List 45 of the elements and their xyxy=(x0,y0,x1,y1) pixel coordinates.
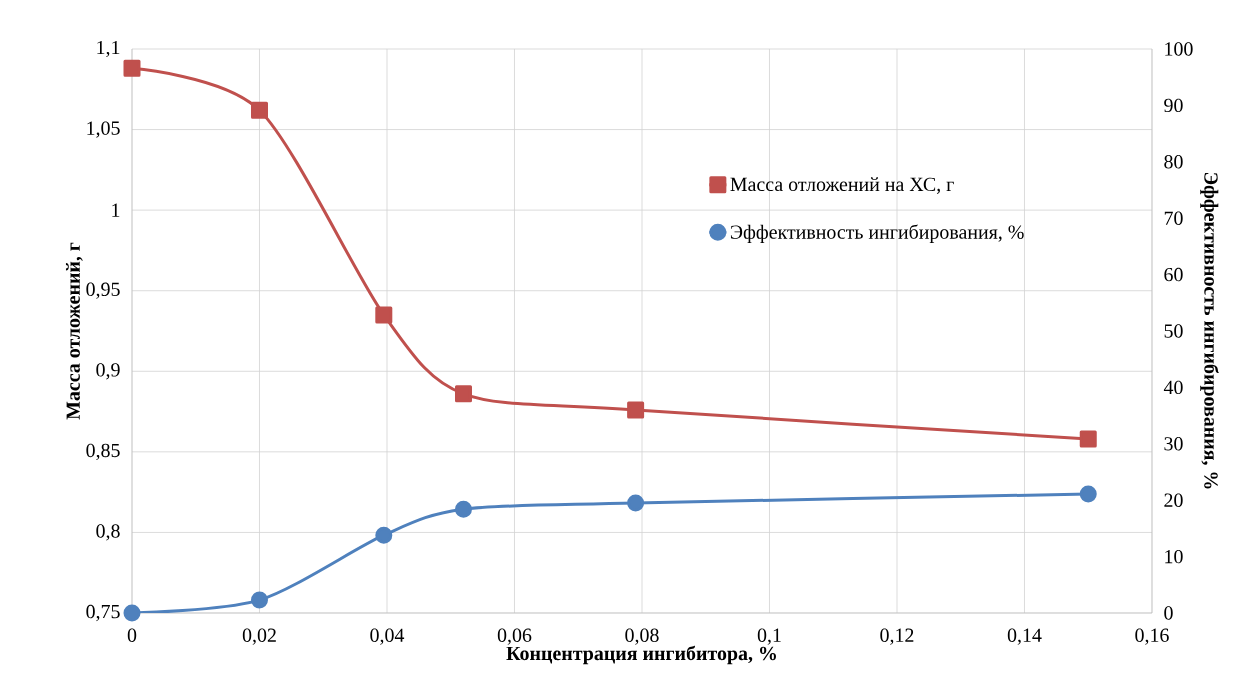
x-tick-label: 0,08 xyxy=(625,628,659,645)
x-tick-label: 0 xyxy=(127,628,137,642)
point xyxy=(455,500,472,518)
y2-tick-label: 80 xyxy=(1164,155,1183,169)
x-tick-label: 0,14 xyxy=(1007,628,1042,645)
y-tick-label: 0,9 xyxy=(96,363,120,380)
y-axis-title: Масса отложений, г xyxy=(65,242,83,420)
y-tick-label: 1,1 xyxy=(97,40,120,58)
y-tick-label: 1,05 xyxy=(87,121,120,138)
point xyxy=(251,101,268,119)
y-tick-label: 1 xyxy=(112,203,120,217)
point xyxy=(627,401,645,419)
y2-tick-label: 70 xyxy=(1164,211,1183,225)
point xyxy=(375,526,393,544)
y2-tick-label: 50 xyxy=(1164,324,1183,338)
y-tick-label: 0,85 xyxy=(86,443,120,461)
y2-tick-label: 60 xyxy=(1164,267,1183,282)
y2-tick-label: 100 xyxy=(1165,42,1193,56)
y2-tick-label: 40 xyxy=(1163,380,1183,395)
x-tick-label: 0,12 xyxy=(880,628,914,645)
x-tick-label: 0,16 xyxy=(1135,628,1169,645)
point xyxy=(251,591,268,609)
point xyxy=(375,306,393,324)
y2-tick-label: 10 xyxy=(1165,549,1183,564)
point xyxy=(123,604,141,622)
y-tick-label: 0,75 xyxy=(86,604,120,622)
y2-tick-label: 90 xyxy=(1164,98,1183,113)
y-tick-label: 0,95 xyxy=(86,282,120,299)
point xyxy=(1079,485,1097,503)
y-tick-label: 0,8 xyxy=(96,524,120,541)
point xyxy=(455,385,472,403)
x-tick-label: 0,02 xyxy=(242,628,276,645)
legend-label: Эффективность ингибирования, % xyxy=(730,224,1024,243)
x-tick-label: 0,1 xyxy=(757,628,781,645)
point xyxy=(627,494,645,512)
y2-tick-label: 20 xyxy=(1164,493,1183,507)
x-tick-label: 0,06 xyxy=(497,628,532,645)
x-tick-label: 0,04 xyxy=(370,628,405,645)
y2-axis-title: Эффективность ингибирования, % xyxy=(1200,172,1219,489)
y2-tick-label: 30 xyxy=(1164,437,1183,451)
y2-tick-label: 0 xyxy=(1164,606,1173,620)
point xyxy=(1079,430,1097,448)
x-axis-title: Концентрация ингибитора, % xyxy=(506,645,776,665)
point xyxy=(123,59,141,77)
legend-label: Масса отложений на ХС, г xyxy=(730,177,954,194)
